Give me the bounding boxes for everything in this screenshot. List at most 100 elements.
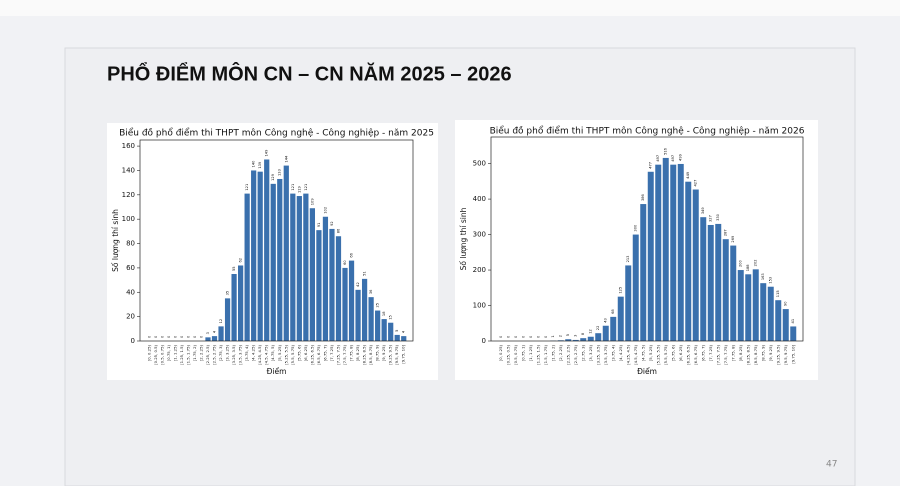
value-label: 62: [239, 258, 243, 263]
bar: [782, 309, 789, 341]
x-axis-label: Điểm: [267, 367, 287, 376]
value-label: 8: [581, 332, 585, 335]
value-label: 349: [701, 207, 705, 215]
bar: [335, 236, 342, 341]
x-tick-label: [5.5, 5.75): [290, 344, 295, 364]
x-tick-label: [2, 2.25): [558, 344, 563, 361]
value-label: 497: [671, 155, 675, 162]
bar: [647, 171, 654, 341]
bar: [752, 269, 759, 341]
bar: [617, 296, 624, 341]
x-tick-label: [4.75, 5): [640, 344, 645, 361]
x-tick-label: [2, 2.25): [198, 344, 203, 361]
y-tick-label: 100: [122, 215, 135, 223]
x-tick-label: [1.75, 2): [192, 344, 197, 361]
value-label: 139: [258, 161, 262, 169]
bar: [368, 297, 374, 341]
bar: [685, 181, 692, 341]
x-tick-label: [6.5, 6.75): [693, 344, 698, 364]
x-tick-label: [8.75, 9): [760, 344, 765, 361]
bar: [775, 300, 782, 341]
bar: [572, 339, 579, 341]
bar: [283, 165, 289, 341]
chart-title: Biểu đồ phổ điểm thi THPT môn Công nghệ …: [119, 128, 434, 139]
x-tick-label: [5, 5.25): [648, 344, 653, 361]
x-tick-label: [5.25, 5.5): [655, 344, 660, 364]
x-tick-label: [1, 1.25): [528, 344, 533, 361]
value-label: 0: [529, 335, 533, 338]
bar: [610, 316, 617, 341]
value-label: 125: [619, 287, 623, 294]
bar: [277, 178, 283, 341]
bar: [264, 159, 270, 341]
bar: [760, 283, 767, 341]
x-tick-label: [8.5, 8.75): [753, 344, 758, 364]
bar: [257, 171, 263, 341]
bar: [342, 267, 348, 341]
slide-title: PHỔ ĐIỂM MÔN CN – CN NĂM 2025 – 2026: [107, 61, 512, 85]
x-tick-label: [3.75, 4): [244, 344, 249, 361]
x-tick-label: [0.75, 1): [166, 344, 171, 361]
bar: [322, 216, 329, 341]
value-label: 330: [716, 213, 720, 221]
value-label: 516: [664, 147, 668, 155]
value-label: 4: [402, 330, 406, 333]
x-tick-label: [4.25, 4.5): [625, 344, 630, 364]
x-tick-label: [3.75, 4): [610, 344, 615, 361]
value-label: 427: [694, 180, 698, 187]
value-label: 109: [310, 198, 314, 206]
page-number: 47: [826, 460, 837, 470]
value-label: 0: [506, 335, 510, 338]
value-label: 133: [278, 169, 282, 176]
y-axis-label: Số lượng thí sinh: [459, 207, 468, 270]
x-tick-label: [8.25, 8.5): [745, 344, 750, 364]
bar: [662, 157, 669, 341]
bar: [355, 289, 361, 341]
x-tick-label: [5.25, 5.5): [283, 344, 288, 364]
x-tick-label: [1.25, 1.5): [535, 344, 540, 364]
y-tick-label: 500: [473, 160, 486, 168]
value-label: 119: [297, 185, 301, 193]
value-label: 90: [784, 301, 788, 306]
x-tick-label: [0.25, 0.5): [505, 344, 510, 364]
x-tick-label: [8.75, 9): [375, 344, 380, 361]
value-label: 200: [739, 259, 743, 267]
y-axis-label: Số lượng thí sinh: [111, 209, 120, 272]
bar: [244, 193, 250, 341]
value-label: 60: [343, 260, 347, 265]
value-label: 0: [173, 335, 177, 338]
x-tick-label: [0.5, 0.75): [159, 344, 164, 364]
bar: [670, 164, 677, 341]
y-tick-label: 200: [473, 266, 486, 274]
bar: [329, 228, 335, 341]
value-label: 0: [514, 335, 518, 338]
value-label: 3: [574, 335, 578, 337]
value-label: 86: [336, 228, 340, 233]
x-tick-label: [0, 0.25): [498, 344, 503, 361]
bar: [316, 230, 322, 341]
value-label: 5: [566, 334, 570, 336]
bar: [730, 245, 737, 341]
x-tick-label: [9.5, 9.75): [394, 344, 399, 364]
x-tick-label: [5.75, 6): [296, 344, 301, 361]
y-tick-label: 20: [126, 313, 135, 321]
y-tick-label: 120: [122, 191, 135, 199]
value-label: 5: [395, 330, 399, 332]
value-label: 41: [791, 319, 795, 324]
value-label: 43: [604, 318, 608, 323]
x-tick-label: [4.75, 5): [270, 344, 275, 361]
x-tick-label: [8, 8.25): [355, 344, 360, 361]
value-label: 386: [641, 193, 645, 201]
x-tick-label: [2.25, 2.5): [205, 344, 210, 364]
value-label: 91: [317, 223, 321, 228]
x-tick-label: [1.5, 1.75): [185, 344, 190, 364]
value-label: 163: [761, 273, 765, 280]
bar: [303, 193, 309, 341]
x-tick-label: [2.5, 2.75): [573, 344, 578, 364]
value-label: 36: [369, 289, 373, 294]
x-tick-label: [6.25, 6.5): [309, 344, 314, 364]
value-label: 121: [291, 184, 295, 191]
x-tick-label: [2.75, 3): [580, 344, 585, 361]
x-tick-label: [7.5, 7.75): [342, 344, 347, 364]
